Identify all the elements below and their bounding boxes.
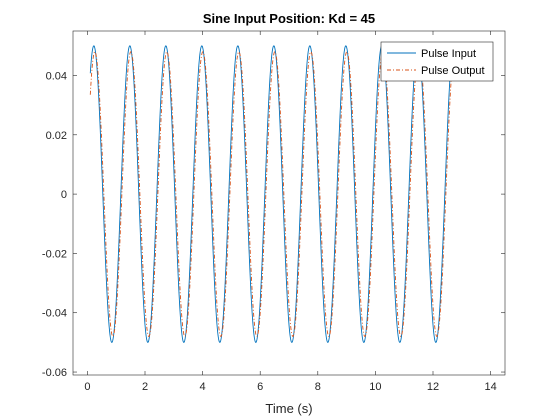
x-axis-label: Time (s) bbox=[265, 401, 312, 416]
y-tick-label: 0.02 bbox=[46, 130, 67, 142]
x-tick-label: 14 bbox=[484, 381, 496, 393]
series-layer bbox=[89, 45, 454, 343]
x-tick-label: 12 bbox=[427, 381, 439, 393]
x-tick-label: 4 bbox=[200, 381, 206, 393]
series-line-2 bbox=[89, 51, 454, 337]
y-tick-label: 0.04 bbox=[46, 70, 67, 82]
x-tick-label: 6 bbox=[257, 381, 263, 393]
legend-label-1: Pulse Input bbox=[421, 48, 476, 60]
legend-box bbox=[380, 41, 494, 82]
y-tick-label: 0 bbox=[61, 189, 67, 201]
axes-layer: 0 2 4 6 8 10 12 14 -0.06 -0.04 -0.02 0 0.02 0.04 bbox=[42, 30, 506, 393]
legend-label-2: Pulse Output bbox=[421, 65, 485, 77]
chart-title: Sine Input Position: Kd = 45 bbox=[203, 11, 375, 26]
y-tick-label: -0.06 bbox=[42, 367, 67, 379]
legend: Pulse Input Pulse Output bbox=[380, 41, 494, 82]
x-tick-label: 8 bbox=[315, 381, 321, 393]
x-tick-label: 0 bbox=[84, 381, 90, 393]
x-tick-label: 2 bbox=[142, 381, 148, 393]
y-tick-label: -0.04 bbox=[42, 308, 67, 320]
x-tick-label: 10 bbox=[369, 381, 381, 393]
plot-area bbox=[73, 31, 505, 375]
series-line-1 bbox=[89, 45, 454, 343]
axes-box bbox=[72, 30, 506, 376]
y-tick-label: -0.02 bbox=[42, 248, 67, 260]
